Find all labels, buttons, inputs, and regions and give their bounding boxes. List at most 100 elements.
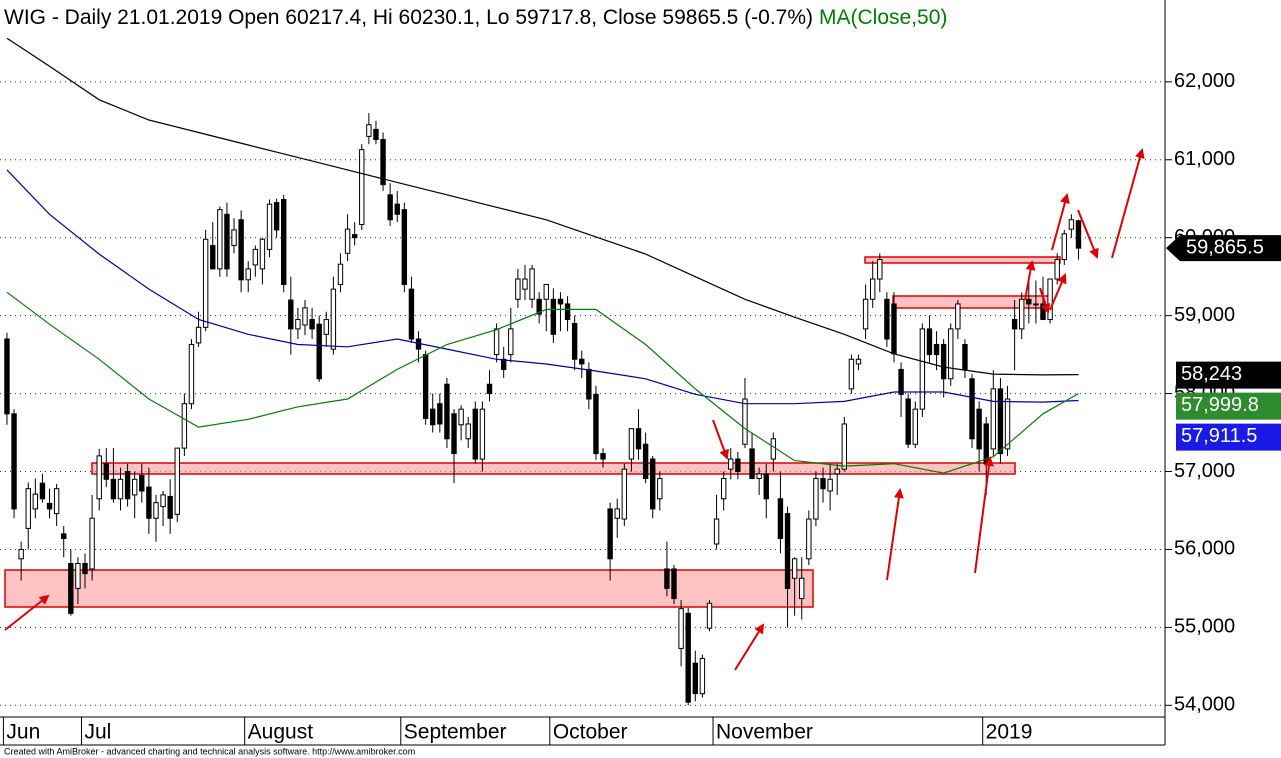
candle-body bbox=[316, 323, 322, 380]
candle-body bbox=[515, 278, 521, 300]
candle-body bbox=[238, 219, 244, 281]
candle-body bbox=[167, 495, 173, 519]
candle-body bbox=[103, 463, 110, 480]
candle-body bbox=[131, 478, 138, 496]
y-tick-label: 55,000 bbox=[1174, 616, 1235, 638]
candle-body bbox=[117, 478, 124, 500]
candle-body bbox=[997, 388, 1004, 455]
candle-body bbox=[309, 319, 315, 330]
moving-average bbox=[6, 37, 1079, 376]
candle-body bbox=[614, 508, 620, 519]
candle-body bbox=[1040, 303, 1046, 321]
x-tick-label: November bbox=[716, 721, 813, 744]
candle-body bbox=[628, 428, 635, 460]
candle-body bbox=[685, 612, 691, 703]
candle-body bbox=[46, 502, 53, 510]
candle-body bbox=[68, 562, 74, 614]
candle-body bbox=[756, 473, 762, 480]
chart-title: WIG - Daily 21.01.2019 Open 60217.4, Hi … bbox=[4, 6, 947, 29]
x-tick-label: August bbox=[248, 721, 314, 744]
candle-body bbox=[146, 486, 152, 519]
candle-body bbox=[486, 383, 493, 395]
candle-body bbox=[82, 562, 88, 575]
candle-body bbox=[4, 338, 10, 415]
candle-body bbox=[89, 517, 95, 570]
candle-body bbox=[820, 478, 826, 490]
candle-body bbox=[160, 494, 166, 508]
title-text: WIG - Daily 21.01.2019 Open 60217.4, Hi … bbox=[4, 6, 813, 29]
candle-body bbox=[1075, 220, 1082, 249]
legend-entry: MA(Close,50) bbox=[819, 6, 947, 29]
candle-body bbox=[770, 438, 777, 460]
y-tick-label: 61,000 bbox=[1174, 148, 1235, 170]
arrow bbox=[886, 488, 904, 581]
candle-body bbox=[139, 474, 145, 492]
y-tick-label: 57,000 bbox=[1174, 460, 1235, 482]
candle-body bbox=[728, 458, 734, 470]
candle-body bbox=[983, 423, 989, 465]
candle-body bbox=[210, 244, 216, 270]
moving-average bbox=[6, 169, 1079, 405]
x-tick-label: September bbox=[404, 721, 507, 744]
last-value-labels: 59,865.5 58,243 57,999.8 57,911.5 bbox=[1166, 235, 1281, 451]
candle-body bbox=[763, 473, 769, 500]
candle-body bbox=[862, 298, 869, 330]
candle-body bbox=[1011, 319, 1018, 330]
candle-body bbox=[635, 428, 642, 450]
candle-body bbox=[806, 518, 812, 560]
candle-body bbox=[884, 298, 890, 340]
candle-body bbox=[579, 358, 585, 365]
candle-body bbox=[231, 229, 237, 246]
candle-body bbox=[720, 478, 727, 500]
candle-body bbox=[124, 471, 131, 500]
candle-body bbox=[650, 458, 656, 510]
candle-body bbox=[522, 278, 528, 290]
candle-body bbox=[919, 328, 926, 410]
candle-body bbox=[678, 608, 684, 649]
candle-body bbox=[657, 478, 663, 500]
candle-body bbox=[621, 468, 628, 520]
candle-body bbox=[784, 513, 791, 589]
candle-body bbox=[508, 328, 514, 356]
candle-body bbox=[252, 248, 259, 266]
candle-body bbox=[408, 288, 415, 340]
candle-body bbox=[940, 343, 947, 380]
candle-body bbox=[791, 558, 798, 579]
candle-body bbox=[799, 577, 805, 600]
candle-body bbox=[834, 468, 840, 475]
candle-body bbox=[564, 303, 571, 321]
candle-body bbox=[1004, 398, 1011, 450]
candle-body bbox=[444, 383, 450, 440]
y-tick-label: 62,000 bbox=[1174, 70, 1235, 92]
y-tick-label: 59,000 bbox=[1174, 304, 1235, 326]
axes: 54,00055,00056,00057,00058,00059,00060,0… bbox=[2, 70, 1235, 745]
candle-body bbox=[288, 299, 294, 330]
candle-body bbox=[557, 298, 564, 305]
candle-body bbox=[593, 393, 599, 455]
resistance-zone bbox=[864, 256, 1061, 264]
candle-body bbox=[600, 453, 606, 460]
candle-body bbox=[699, 658, 706, 695]
candle-body bbox=[848, 358, 855, 390]
candle-body bbox=[1033, 303, 1039, 306]
arrow bbox=[4, 594, 50, 631]
candle-body bbox=[32, 493, 39, 510]
candle-body bbox=[245, 268, 251, 281]
arrow bbox=[1049, 273, 1067, 311]
candle-body bbox=[813, 478, 819, 520]
candle-body bbox=[217, 209, 223, 270]
candle-body bbox=[380, 139, 386, 186]
arrow bbox=[734, 623, 765, 671]
title-background bbox=[0, 0, 1160, 34]
candle-body bbox=[713, 518, 720, 545]
zones bbox=[4, 256, 1061, 608]
candle-body bbox=[1019, 298, 1025, 330]
candle-body bbox=[11, 413, 17, 510]
candle-body bbox=[266, 203, 273, 250]
last-value-box bbox=[1176, 361, 1281, 389]
candle-body bbox=[493, 328, 500, 356]
x-tick-label: October bbox=[553, 721, 628, 744]
candle-body bbox=[18, 548, 24, 560]
last-close-label: 59,865.5 bbox=[1186, 236, 1264, 258]
y-tick-label: 54,000 bbox=[1174, 694, 1235, 716]
